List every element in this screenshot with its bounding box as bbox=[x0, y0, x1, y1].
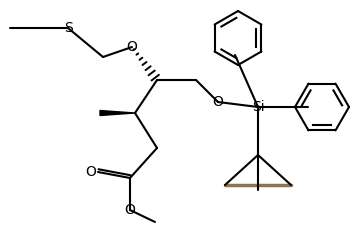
Text: O: O bbox=[86, 165, 96, 179]
Text: O: O bbox=[125, 203, 135, 217]
Text: Si: Si bbox=[252, 100, 264, 114]
Polygon shape bbox=[100, 110, 135, 115]
Text: S: S bbox=[64, 21, 72, 35]
Text: O: O bbox=[127, 40, 137, 54]
Text: O: O bbox=[213, 95, 223, 109]
